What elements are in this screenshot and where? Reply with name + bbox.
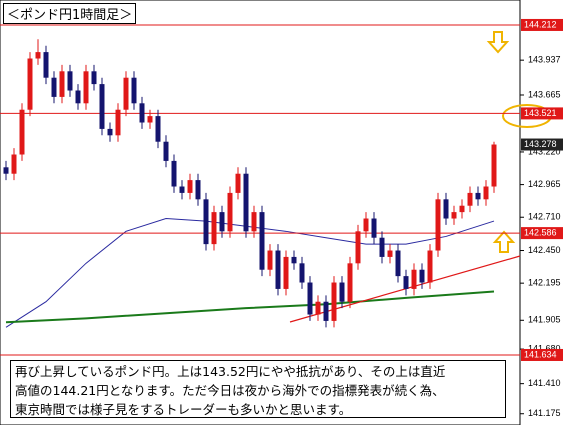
candle-body — [27, 58, 33, 110]
candle-body — [19, 109, 25, 155]
candle-body — [459, 205, 465, 213]
candle-body — [387, 250, 393, 257]
candle-body — [427, 250, 433, 283]
candle-body — [131, 77, 137, 104]
candle-body — [123, 77, 129, 110]
y-tick-label: 141.175 — [528, 408, 561, 418]
candle-body — [315, 301, 321, 315]
candle-body — [43, 52, 49, 78]
y-tick-label: 141.410 — [528, 378, 561, 388]
price-label: 143.521 — [524, 108, 557, 118]
candle-body — [147, 116, 153, 123]
candle-body — [483, 186, 489, 200]
candle-body — [83, 71, 89, 104]
comment-line: 東京時間では様子見をするトレーダーも多いかと思います。 — [15, 402, 352, 417]
candle-body — [491, 144, 497, 187]
down-arrow — [486, 31, 510, 54]
candle-body — [35, 52, 41, 59]
chart-title: ＜ポンド円1時間足＞ — [3, 3, 137, 24]
candle-body — [275, 250, 281, 289]
candle-body — [467, 192, 473, 206]
candle-body — [211, 212, 217, 245]
candle-body — [371, 218, 377, 238]
candle-body — [411, 269, 417, 289]
candle-body — [283, 256, 289, 289]
price-label: 142.586 — [524, 227, 557, 237]
candle-body — [475, 192, 481, 200]
candle-body — [403, 276, 409, 289]
y-tick-label: 142.195 — [528, 278, 561, 288]
moving-average — [5, 290, 495, 324]
last-price-label: 143.278 — [524, 139, 557, 149]
price-label-bg — [521, 18, 563, 31]
price-label-bg — [521, 348, 563, 361]
last-price-bg — [521, 138, 563, 151]
y-tick-label: 142.965 — [528, 179, 561, 189]
candle-body — [299, 263, 305, 283]
price-label-bg — [521, 227, 563, 240]
candle-body — [203, 199, 209, 245]
candle-body — [355, 231, 361, 264]
candle-body — [219, 212, 225, 232]
candle-body — [259, 212, 265, 270]
candle-body — [419, 269, 425, 283]
y-tick-label: 142.710 — [528, 212, 561, 222]
comment-line: 高値の144.21円となります。ただ今日は夜から海外での指標発表が続く為、 — [15, 383, 445, 398]
y-tick-label: 143.665 — [528, 89, 561, 99]
candle-body — [323, 301, 329, 321]
comment-line: 再び上昇しているポンド円。上は143.52円にやや抵抗があり、その上は直近 — [15, 364, 446, 379]
candle-body — [251, 212, 257, 232]
candle-body — [235, 173, 241, 193]
comment-box: 再び上昇しているポンド円。上は143.52円にやや抵抗があり、その上は直近 高値… — [10, 360, 506, 418]
candle-body — [347, 263, 353, 302]
candle-body — [307, 282, 313, 315]
price-label: 141.634 — [524, 349, 557, 359]
candle-body — [67, 71, 73, 91]
candle-body — [331, 282, 337, 321]
y-tick-label: 143.220 — [528, 146, 561, 156]
candle-body — [163, 141, 169, 161]
up-arrow — [492, 230, 516, 253]
candle-body — [115, 109, 121, 136]
candle-body — [451, 212, 457, 219]
candle-body — [435, 199, 441, 251]
candle-body — [195, 180, 201, 200]
candle-body — [291, 256, 297, 264]
y-tick-label: 142.450 — [528, 245, 561, 255]
candle-body — [243, 173, 249, 232]
candle-body — [179, 186, 185, 193]
candle-body — [139, 103, 145, 123]
price-label: 144.212 — [524, 19, 557, 29]
candle-body — [11, 154, 17, 174]
candle-body — [51, 77, 57, 97]
candle-body — [3, 167, 9, 174]
y-tick-label: 143.937 — [528, 55, 561, 65]
candle-body — [59, 71, 65, 97]
candle-body — [171, 160, 177, 187]
candle-body — [187, 180, 193, 193]
y-tick-label: 141.680 — [528, 343, 561, 353]
candle-body — [155, 116, 161, 142]
candle-body — [339, 282, 345, 302]
candle-body — [75, 90, 81, 104]
candle-body — [227, 192, 233, 232]
candle-body — [443, 199, 449, 219]
candle-body — [267, 250, 273, 270]
candle-body — [99, 84, 105, 129]
candle-body — [395, 250, 401, 277]
candle-body — [91, 71, 97, 85]
candle-body — [379, 237, 385, 257]
candle-body — [363, 218, 369, 232]
candle-body — [107, 128, 113, 136]
price-label-bg — [521, 107, 563, 120]
y-tick-label: 141.905 — [528, 315, 561, 325]
